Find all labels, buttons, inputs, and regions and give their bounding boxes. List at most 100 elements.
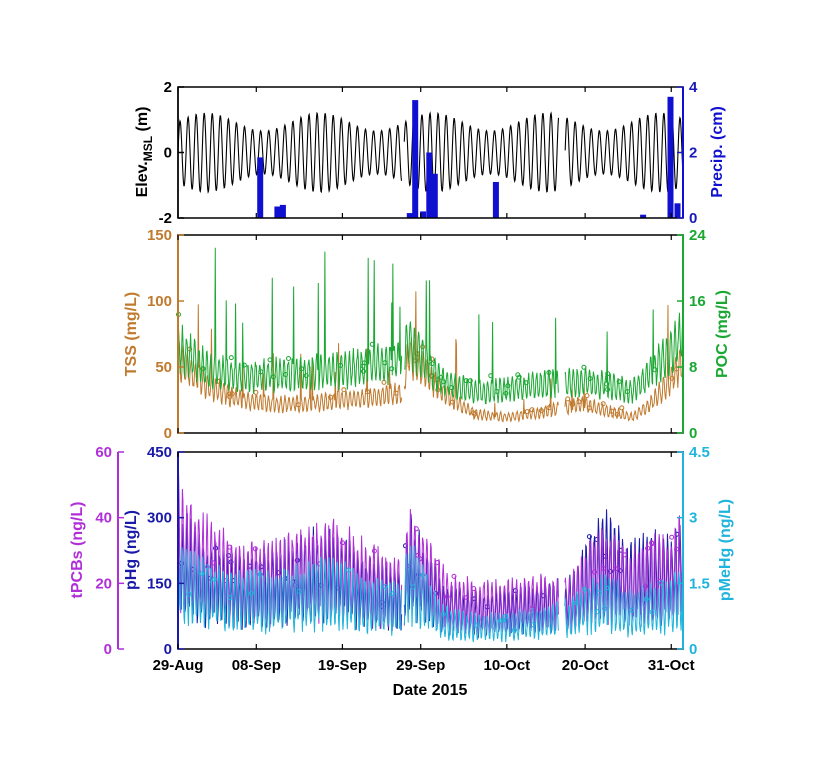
poc-marker	[440, 379, 446, 385]
poc-marker	[228, 355, 234, 361]
precip-bar	[674, 203, 681, 218]
tss-marker	[341, 387, 347, 393]
precip-bar	[667, 96, 674, 218]
tpcbs-marker	[622, 552, 628, 558]
tss-marker	[586, 405, 592, 411]
tss-marker	[538, 408, 544, 414]
poc-marker	[438, 374, 444, 380]
tss-marker	[569, 401, 575, 407]
tss-poc-ticks: 0 50 100 150 0 8 16 24	[147, 227, 706, 442]
x-tick-label: 29-Sep	[396, 657, 445, 674]
poc-marker	[603, 381, 609, 387]
y-tick-label: -2	[159, 210, 172, 227]
tpcbs-marker	[227, 544, 233, 550]
elevation-line	[177, 111, 684, 195]
pmehg-marker	[629, 607, 635, 613]
tss-marker	[669, 375, 675, 381]
poc-marker	[546, 370, 552, 375]
y-tick-label: 150	[147, 227, 172, 244]
phg-marker	[586, 534, 592, 540]
poc-marker	[494, 389, 500, 394]
tpcbs-marker	[444, 594, 450, 600]
y-tick-label: 40	[95, 510, 112, 527]
tpcbs-marker	[339, 540, 345, 546]
pmehg-line	[177, 545, 684, 643]
phg-marker	[617, 568, 623, 574]
precip-axis-title: Precip. (cm)	[709, 106, 726, 198]
y-tick-label: 0	[164, 641, 172, 658]
tpcbs-marker	[669, 534, 675, 540]
elev-axis-title: Elev.MSL (m)	[134, 107, 155, 198]
y-tick-label: 2	[689, 145, 697, 162]
poc-marker	[338, 363, 344, 368]
poc-marker	[587, 376, 593, 381]
tpcbs-marker	[649, 541, 655, 546]
precip-bar	[431, 173, 438, 218]
y-tick-label: 0	[689, 210, 697, 227]
tpcbs-marker	[210, 560, 216, 566]
precip-bar	[420, 211, 427, 218]
pmehg-marker	[530, 622, 536, 628]
pmehg-marker	[511, 627, 517, 633]
pmehg-marker	[410, 584, 416, 590]
tss-marker	[584, 393, 590, 399]
phg-marker	[594, 537, 600, 542]
y-tick-label: 0	[689, 641, 697, 658]
tss-marker	[524, 409, 530, 415]
pmehg-marker	[473, 622, 479, 628]
poc-marker	[463, 378, 469, 384]
y-tick-label: 300	[147, 510, 172, 527]
tss-marker	[529, 407, 535, 413]
tss-line	[177, 291, 684, 424]
pmehg-marker	[643, 596, 649, 602]
precip-bar	[274, 206, 281, 218]
poc-marker	[624, 389, 630, 395]
y-tick-label: 24	[689, 227, 706, 244]
y-tick-label: 20	[95, 575, 112, 592]
phg-axis-title: pHg (ng/L)	[123, 510, 140, 590]
pmehg-marker	[581, 586, 587, 592]
poc-marker	[241, 362, 247, 368]
tss-marker	[472, 411, 478, 417]
y-tick-label: 4	[689, 79, 698, 96]
poc-marker	[516, 374, 522, 380]
poc-marker	[299, 366, 304, 372]
tpcbs-marker	[451, 573, 457, 579]
pmehg-marker	[257, 571, 263, 577]
x-tick-label: 31-Oct	[648, 657, 695, 674]
y-tick-label: 0	[164, 425, 172, 442]
mercury-pcbs-ticks: 0 150 300 450 0 1.5 3 4.5 0 20 40 60	[95, 444, 710, 658]
elevation-precip-panel: -2 0 2 0 2 4 Elev.MSL (m) Precip. (cm)	[134, 79, 726, 227]
tpcbs-marker	[464, 595, 470, 600]
pmehg-marker	[420, 572, 426, 578]
tpcbs-marker	[471, 586, 477, 592]
poc-marker	[652, 367, 658, 373]
tss-marker	[227, 394, 233, 400]
poc-marker	[523, 380, 529, 386]
elevation-precip-ticks: -2 0 2 0 2 4	[159, 79, 698, 227]
pmehg-axis-title: pMeHg (ng/L)	[717, 499, 734, 601]
precip-bar	[406, 213, 413, 218]
tpcbs-marker	[600, 566, 606, 571]
mercury-pcbs-panel: 0 150 300 450 0 1.5 3 4.5 0 20 40 60 tPCBs (ng/L) p…	[69, 444, 734, 658]
y-tick-label: 4.5	[689, 444, 710, 461]
x-tick-label: 10-Oct	[483, 657, 530, 674]
poc-marker	[449, 385, 455, 391]
tpcbs-marker	[371, 548, 377, 554]
pmehg-marker	[204, 564, 210, 570]
tpcbs-marker	[591, 569, 597, 575]
y-tick-label: 0	[689, 425, 697, 442]
pmehg-marker	[573, 600, 579, 606]
pmehg-marker	[658, 580, 664, 586]
tss-marker	[364, 389, 370, 395]
y-tick-label: 8	[689, 359, 697, 376]
tss-marker	[449, 399, 455, 405]
pmehg-marker	[390, 591, 396, 597]
tpcbs-marker	[613, 566, 619, 572]
poc-axis-title: POC (mg/L)	[714, 290, 731, 378]
tss-marker	[253, 389, 259, 395]
poc-marker	[267, 357, 273, 363]
phg-marker	[608, 568, 613, 574]
tpcbs-axis-title: tPCBs (ng/L)	[69, 502, 86, 599]
tss-marker	[600, 401, 606, 407]
